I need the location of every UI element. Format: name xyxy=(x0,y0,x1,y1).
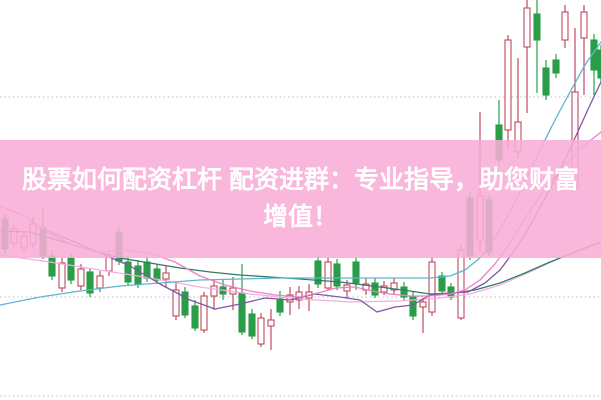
candle-down xyxy=(438,275,446,292)
promo-text-line2: 增值！ xyxy=(262,202,338,231)
candle-up xyxy=(210,285,218,297)
candle-up xyxy=(523,7,531,48)
candle-down xyxy=(400,286,408,298)
candle-down xyxy=(67,257,75,281)
candle-up xyxy=(105,256,113,272)
candle-down xyxy=(542,67,550,96)
candle-down xyxy=(248,313,256,337)
candle-up xyxy=(77,268,85,287)
candle-up xyxy=(267,319,275,327)
promo-ad-banner[interactable]: 股票如何配资杠杆 配资进群：专业指导，助您财富 增值！ xyxy=(0,140,601,258)
candle-down xyxy=(552,59,560,74)
candle-down xyxy=(238,292,246,333)
ma-line-ma-cyan xyxy=(0,41,601,306)
candle-up xyxy=(324,261,332,289)
candle-up xyxy=(162,272,170,280)
promo-text-line1: 股票如何配资杠杆 配资进群：专业指导，助您财富 xyxy=(22,166,579,195)
candle-down xyxy=(409,296,417,317)
candle-up xyxy=(58,262,66,289)
candle-down xyxy=(333,263,341,287)
candle-up xyxy=(390,282,398,291)
candle-up xyxy=(380,285,388,293)
candle-up xyxy=(172,289,180,317)
candle-down xyxy=(352,261,360,284)
candle-up xyxy=(580,11,588,39)
candle-up xyxy=(561,11,569,41)
candle-down xyxy=(590,39,598,71)
candle-up xyxy=(257,317,265,345)
candle-down xyxy=(153,268,161,281)
candle-up xyxy=(200,295,208,331)
candle-down xyxy=(134,265,142,285)
candle-down xyxy=(48,255,56,277)
candle-down xyxy=(86,271,94,294)
candle-up xyxy=(419,301,427,308)
candle-down xyxy=(533,13,541,41)
candle-down xyxy=(181,291,189,316)
candle-up xyxy=(504,39,512,131)
candle-down xyxy=(191,305,199,329)
candle-down xyxy=(314,260,322,285)
candle-up xyxy=(96,275,104,289)
candle-down xyxy=(124,261,132,283)
candle-down xyxy=(276,298,284,313)
candle-down xyxy=(597,49,601,79)
candle-down xyxy=(371,282,379,296)
candle-up xyxy=(457,249,465,319)
ma-line-ma-light-pink xyxy=(0,241,601,303)
candle-down xyxy=(447,286,455,298)
candle-up xyxy=(428,261,436,313)
